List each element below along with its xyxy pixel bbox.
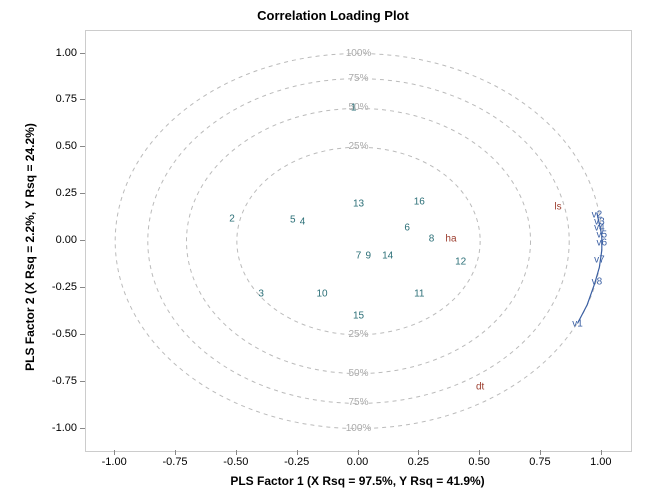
ring-label: 75%: [348, 397, 368, 408]
y-tick-label: -0.75: [52, 375, 77, 387]
data-point: v1: [572, 318, 583, 329]
x-tick-label: 1.00: [590, 456, 611, 468]
plot-area: 25%25%50%50%75%75%100%100%12345678910111…: [85, 30, 632, 452]
ring-label: 75%: [348, 73, 368, 84]
data-point: 13: [353, 198, 364, 209]
chart-container: Correlation Loading Plot 25%25%50%50%75%…: [0, 0, 666, 500]
data-point: 10: [316, 288, 327, 299]
data-point: 6: [404, 222, 410, 233]
ring-label: 50%: [348, 368, 368, 379]
data-point: 8: [429, 234, 435, 245]
y-tick-label: 0.50: [56, 140, 77, 152]
x-axis-label: PLS Factor 1 (X Rsq = 97.5%, Y Rsq = 41.…: [85, 474, 630, 488]
y-tick-label: 0.25: [56, 187, 77, 199]
data-point: 5: [290, 215, 296, 226]
data-point: v7: [594, 254, 605, 265]
ring-label: 25%: [348, 141, 368, 152]
y-tick-label: 0.00: [56, 234, 77, 246]
x-tick-label: -0.75: [162, 456, 187, 468]
data-point: ls: [554, 202, 561, 213]
y-tick-label: 0.75: [56, 93, 77, 105]
data-point: v6: [597, 237, 608, 248]
data-point: 14: [382, 251, 393, 262]
data-point: 11: [414, 288, 424, 299]
x-tick-label: -0.25: [284, 456, 309, 468]
x-tick-label: -0.50: [223, 456, 248, 468]
data-point: 9: [365, 251, 371, 262]
x-tick-label: 0.25: [408, 456, 429, 468]
ring-label: 25%: [348, 329, 368, 340]
y-axis-label: PLS Factor 2 (X Rsq = 2.2%, Y Rsq = 24.2…: [23, 123, 37, 371]
ring-label: 100%: [346, 423, 372, 434]
y-tick-label: -0.25: [52, 281, 77, 293]
data-point: v8: [592, 277, 603, 288]
y-tick-label: -0.50: [52, 328, 77, 340]
x-tick-label: -1.00: [102, 456, 127, 468]
data-point: 1: [351, 102, 357, 113]
y-tick-label: -1.00: [52, 422, 77, 434]
chart-title: Correlation Loading Plot: [0, 8, 666, 23]
x-tick-label: 0.50: [468, 456, 489, 468]
data-point: 4: [300, 217, 306, 228]
data-point: 12: [455, 256, 466, 267]
data-point: 16: [414, 196, 425, 207]
data-point: ha: [445, 234, 456, 245]
ring-label: 100%: [346, 48, 372, 59]
data-point: 3: [258, 288, 264, 299]
data-point: 15: [353, 311, 364, 322]
x-tick-label: 0.00: [347, 456, 368, 468]
data-point: 2: [229, 213, 235, 224]
x-tick-label: 0.75: [529, 456, 550, 468]
data-point: 7: [356, 251, 362, 262]
y-tick-label: 1.00: [56, 47, 77, 59]
data-point: dt: [476, 382, 484, 393]
